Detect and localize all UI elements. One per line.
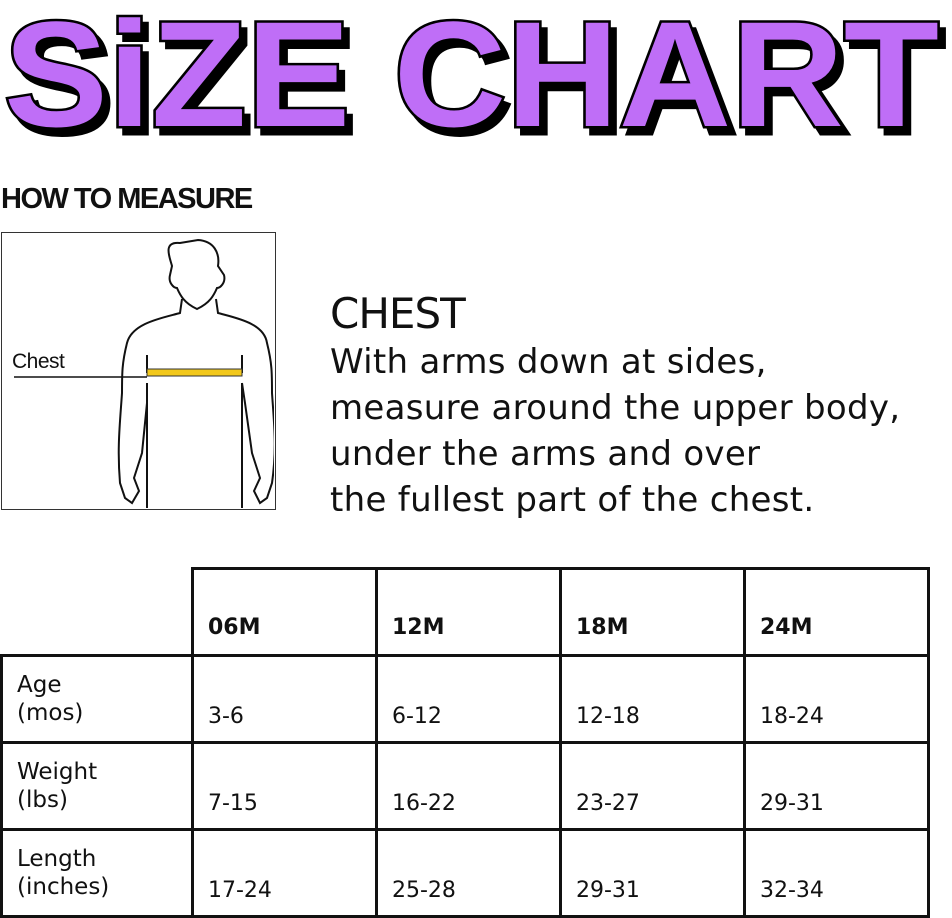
- table-cell: 29-31: [743, 741, 930, 831]
- table-cell: 7-15: [191, 741, 378, 831]
- row-label: Age: [17, 672, 62, 698]
- table-cell: 12-18: [559, 654, 746, 744]
- table-cell: 6-12: [375, 654, 562, 744]
- row-header: Weight (lbs): [0, 741, 194, 831]
- table-cell: 16-22: [375, 741, 562, 831]
- measurement-figure: [1, 232, 276, 510]
- column-header: 18M: [559, 567, 746, 657]
- table-cell: 29-31: [559, 828, 746, 918]
- row-header: Length (inches): [0, 828, 194, 918]
- table-cell: 17-24: [191, 828, 378, 918]
- row-unit: (mos): [17, 700, 84, 726]
- table-row: Weight (lbs) 7-15 16-22 23-27 29-31: [0, 741, 930, 831]
- table-row: Length (inches) 17-24 25-28 29-31 32-34: [0, 828, 930, 918]
- column-header: 24M: [743, 567, 930, 657]
- table-cell: 23-27: [559, 741, 746, 831]
- chest-description-line: under the arms and over: [330, 434, 761, 474]
- table-cell: 18-24: [743, 654, 930, 744]
- row-label: Length: [17, 846, 97, 872]
- empty-corner-cell: [1, 568, 194, 657]
- column-header: 06M: [191, 567, 378, 657]
- table-cell: 3-6: [191, 654, 378, 744]
- column-header: 12M: [375, 567, 562, 657]
- size-chart-title: SiZE CHART: [2, 0, 942, 150]
- title-text: SiZE CHART: [4, 0, 939, 150]
- body-outline-icon: [14, 238, 276, 508]
- table-row: Age (mos) 3-6 6-12 12-18 18-24: [0, 654, 930, 744]
- table-cell: 25-28: [375, 828, 562, 918]
- how-to-measure-heading: HOW TO MEASURE: [1, 183, 253, 215]
- row-label: Weight: [17, 759, 98, 785]
- table-cell: 32-34: [743, 828, 930, 918]
- size-table: 06M 12M 18M 24M Age (mos) 3-6 6-12 12-18 …: [0, 567, 930, 918]
- table-header-row: 06M 12M 18M 24M: [1, 567, 930, 657]
- chest-label: Chest: [12, 350, 65, 373]
- chest-heading: CHEST: [330, 289, 466, 338]
- chest-description-line: the fullest part of the chest.: [330, 480, 815, 520]
- measuring-tape: [146, 368, 243, 377]
- chest-description-line: With arms down at sides,: [330, 342, 767, 382]
- row-header: Age (mos): [0, 654, 194, 744]
- row-unit: (inches): [17, 874, 110, 900]
- chest-description-line: measure around the upper body,: [330, 388, 901, 428]
- row-unit: (lbs): [17, 787, 68, 813]
